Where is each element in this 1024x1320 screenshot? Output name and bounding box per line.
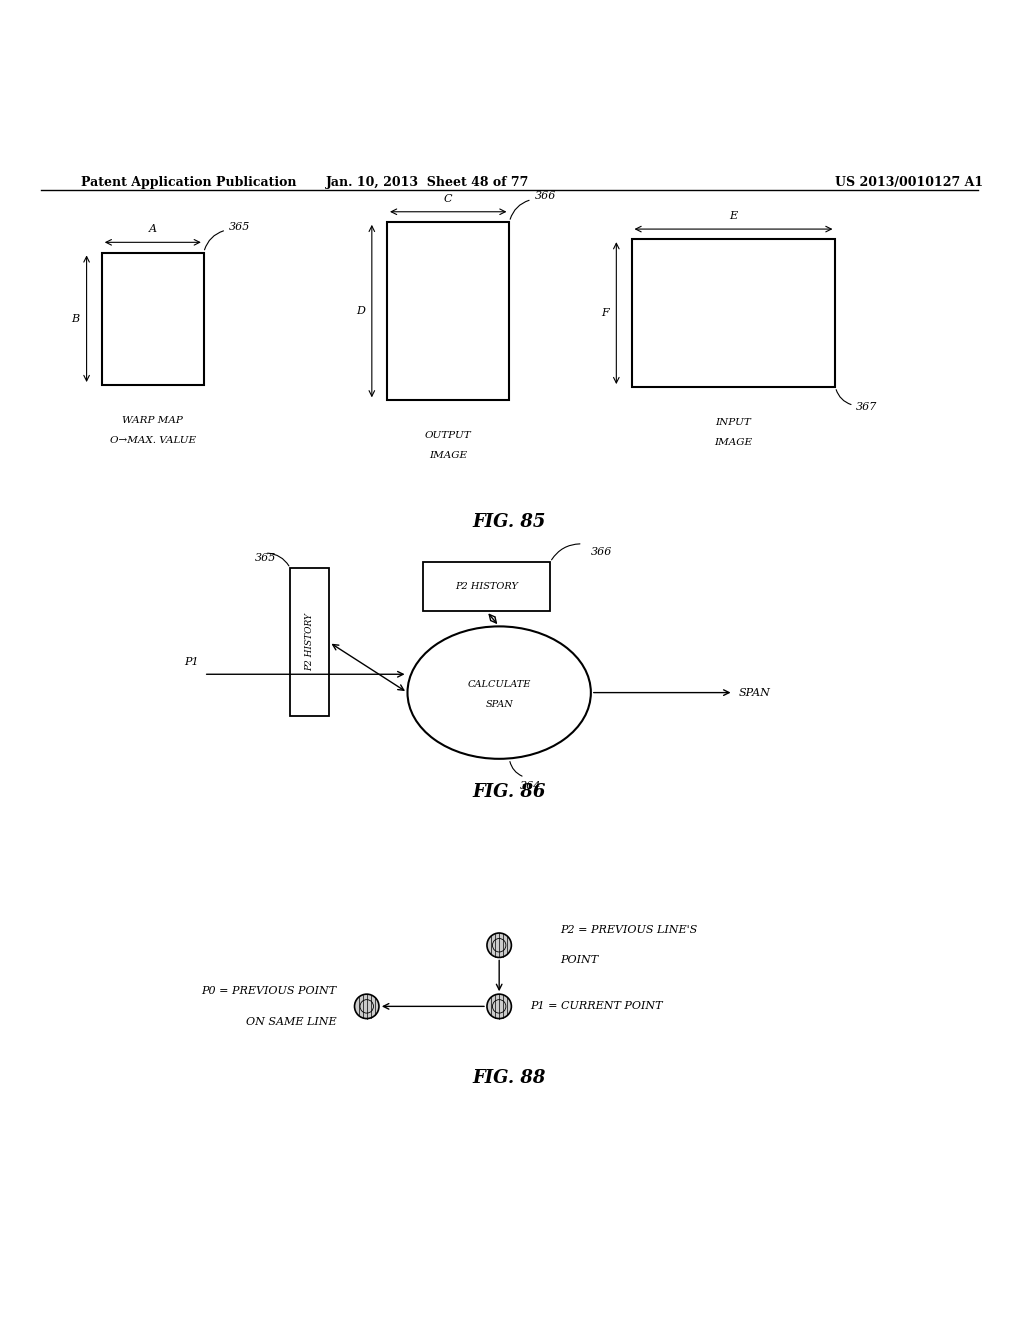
Text: IMAGE: IMAGE xyxy=(429,451,467,461)
Text: POINT: POINT xyxy=(560,956,598,965)
Circle shape xyxy=(487,933,511,957)
Text: P2 = PREVIOUS LINE'S: P2 = PREVIOUS LINE'S xyxy=(560,925,697,935)
Bar xyxy=(423,562,550,611)
Text: FIG. 86: FIG. 86 xyxy=(473,784,546,801)
Text: SPAN: SPAN xyxy=(485,701,513,709)
Text: 365: 365 xyxy=(255,553,276,564)
Bar xyxy=(632,239,836,387)
Text: C: C xyxy=(444,194,453,203)
Text: 366: 366 xyxy=(591,546,612,557)
Text: OUTPUT: OUTPUT xyxy=(425,430,471,440)
Text: O→MAX. VALUE: O→MAX. VALUE xyxy=(110,436,196,445)
Text: Patent Application Publication: Patent Application Publication xyxy=(82,176,297,189)
Text: ON SAME LINE: ON SAME LINE xyxy=(246,1016,336,1027)
Bar xyxy=(101,252,204,385)
Bar xyxy=(387,222,509,400)
Circle shape xyxy=(354,994,379,1019)
Text: 366: 366 xyxy=(535,191,556,202)
Bar xyxy=(291,569,329,715)
Text: US 2013/0010127 A1: US 2013/0010127 A1 xyxy=(836,176,983,189)
Text: CALCULATE: CALCULATE xyxy=(468,680,530,689)
Text: E: E xyxy=(729,211,737,220)
Text: F: F xyxy=(601,308,609,318)
Text: D: D xyxy=(355,306,365,315)
Text: INPUT: INPUT xyxy=(716,417,752,426)
Text: 365: 365 xyxy=(229,222,251,232)
Text: P1 = CURRENT POINT: P1 = CURRENT POINT xyxy=(529,1002,663,1011)
Text: 367: 367 xyxy=(856,403,878,412)
Text: IMAGE: IMAGE xyxy=(715,438,753,447)
Text: Jan. 10, 2013  Sheet 48 of 77: Jan. 10, 2013 Sheet 48 of 77 xyxy=(327,176,529,189)
Text: FIG. 88: FIG. 88 xyxy=(473,1069,546,1086)
Text: WARP MAP: WARP MAP xyxy=(123,416,183,425)
Text: 364: 364 xyxy=(519,781,541,791)
Text: P2 HISTORY: P2 HISTORY xyxy=(305,614,314,671)
Text: SPAN: SPAN xyxy=(738,688,770,697)
Text: B: B xyxy=(72,314,80,323)
Text: P1: P1 xyxy=(184,657,199,667)
Text: FIG. 85: FIG. 85 xyxy=(473,513,546,532)
Circle shape xyxy=(487,994,511,1019)
Text: A: A xyxy=(148,224,157,234)
Text: P0 = PREVIOUS POINT: P0 = PREVIOUS POINT xyxy=(201,986,336,997)
Text: P2 HISTORY: P2 HISTORY xyxy=(455,582,518,591)
